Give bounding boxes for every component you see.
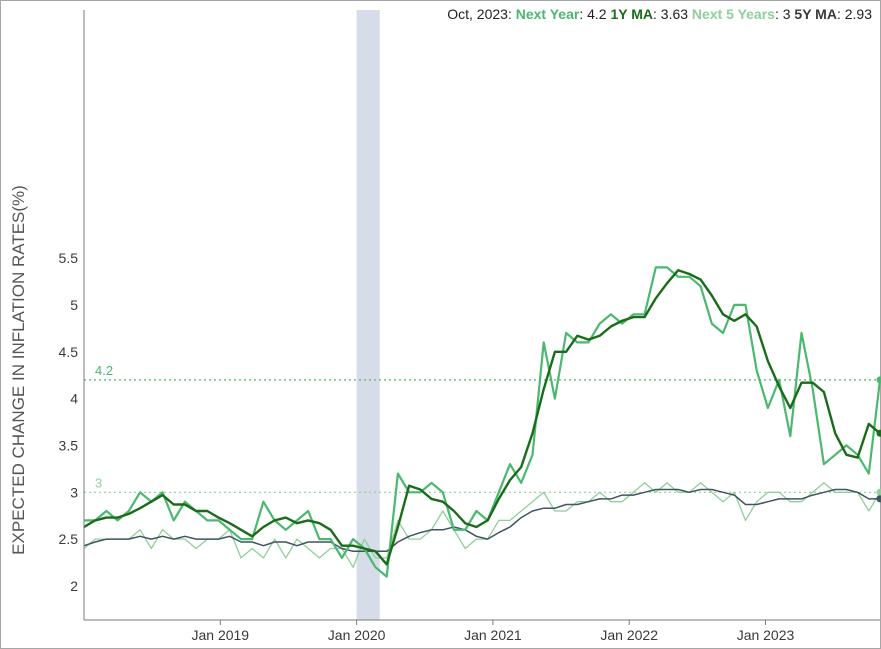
reference-lines-layer: 4.23 (84, 363, 880, 493)
tooltip-label-2: Next 5 Years (692, 6, 775, 22)
reference-label-0: 4.2 (95, 363, 113, 378)
series-line-1y-ma (83, 269, 881, 566)
axes-layer: 2 2.5 3 3.5 4 4.5 5 5.5 Jan 2019 Jan 2020 Jan 2021… (59, 10, 880, 643)
y-tick-label-7: 5.5 (59, 250, 79, 266)
series-line-next-year (84, 266, 881, 578)
y-tick-label-0: 2 (70, 578, 78, 594)
reference-label-1: 3 (95, 475, 102, 490)
series-end-marker-5y-ma (876, 495, 881, 503)
series-line-next-5-years (83, 482, 881, 568)
y-tick-label-4: 4 (70, 391, 78, 407)
tooltip-label-0: Next Year (516, 6, 580, 22)
y-tick-label-2: 3 (70, 484, 78, 500)
y-tick-label-5: 4.5 (59, 344, 79, 360)
tooltip-value-0: : 4.2 (579, 6, 610, 22)
series-end-marker-next-5-years (876, 488, 881, 496)
x-tick-label-0: Jan 2019 (191, 627, 249, 643)
recession-band (356, 10, 380, 620)
hover-tooltip-header: Oct, 2023: Next Year: 4.2 1Y MA: 3.63 Ne… (447, 6, 872, 22)
y-axis-label: EXPECTED CHANGE IN INFLATION RATES(%) (9, 185, 28, 555)
y-tick-label-6: 5 (70, 297, 78, 313)
tooltip-value-3: : 2.93 (837, 6, 872, 22)
series-line-5y-ma (83, 488, 880, 553)
tooltip-value-1: : 3.63 (653, 6, 692, 22)
recession-band-layer (356, 10, 380, 620)
x-tick-label-4: Jan 2023 (737, 627, 795, 643)
tooltip-value-2: : 3 (775, 6, 794, 22)
series-end-marker-1y-ma (876, 429, 881, 437)
series-layer (83, 266, 881, 578)
y-tick-label-3: 3.5 (59, 437, 79, 453)
tooltip-date: Oct, 2023: (447, 6, 515, 22)
x-tick-label-1: Jan 2020 (328, 627, 386, 643)
tooltip-label-3: 5Y MA (794, 6, 837, 22)
x-tick-label-3: Jan 2022 (600, 627, 658, 643)
tooltip-label-1: 1Y MA (610, 6, 653, 22)
series-end-marker-next-year (876, 376, 881, 384)
x-tick-label-2: Jan 2021 (464, 627, 522, 643)
y-tick-label-1: 2.5 (59, 531, 79, 547)
